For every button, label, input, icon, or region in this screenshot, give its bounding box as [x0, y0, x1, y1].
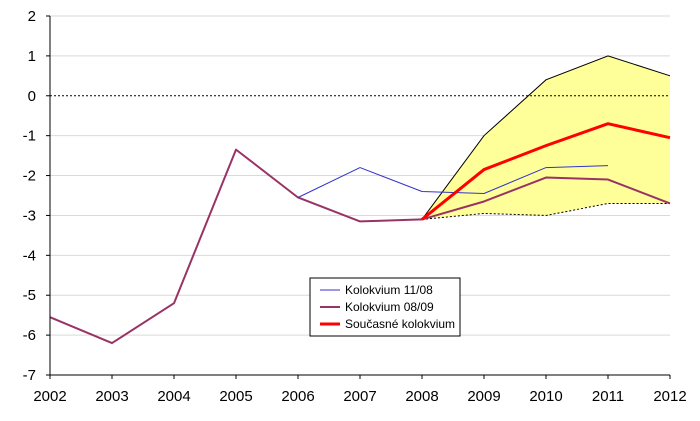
x-tick-labels: 2002 2003 2004 2005 2006 2007 2008 2009 2010 2011…	[33, 388, 686, 405]
y-tick-label: 0	[28, 88, 36, 105]
y-tick-label: -5	[23, 287, 36, 304]
x-tick-label: 2006	[281, 388, 314, 405]
y-tick-label: -3	[23, 207, 36, 224]
legend-label: Kolokvium 11/08	[345, 283, 433, 297]
legend-label: Kolokvium 08/09	[345, 300, 434, 314]
x-tick-label: 2012	[653, 388, 686, 405]
band-upper-line	[421, 55, 671, 220]
x-tick-label: 2004	[157, 388, 190, 405]
x-tick-label: 2011	[592, 388, 624, 405]
series-lines	[49, 122, 671, 345]
x-tick-label: 2009	[467, 388, 500, 405]
series-line	[421, 122, 671, 221]
y-tick-label: -7	[23, 367, 36, 384]
y-tick-label: -1	[23, 128, 36, 145]
y-tick-label: -2	[23, 168, 36, 185]
y-tick-labels: 2 1 0 -1 -2 -3 -4 -5 -6 -7	[23, 8, 36, 384]
legend: Kolokvium 11/08 Kolokvium 08/09 Současné k…	[309, 277, 461, 337]
y-tick-label: -6	[23, 327, 36, 344]
x-tick-label: 2005	[219, 388, 252, 405]
y-tick-label: 1	[28, 48, 36, 65]
band-lower-line	[421, 202, 670, 220]
axes	[46, 15, 671, 379]
y-tick-label: -4	[23, 247, 36, 264]
series-line	[49, 148, 671, 345]
series-line	[297, 165, 609, 198]
x-tick-label: 2010	[529, 388, 562, 405]
x-tick-label: 2002	[33, 388, 66, 405]
x-tick-label: 2003	[95, 388, 128, 405]
forecast-band	[421, 55, 671, 220]
legend-label: Současné kolokvium	[345, 317, 455, 331]
x-tick-label: 2008	[405, 388, 438, 405]
y-tick-label: 2	[28, 8, 36, 25]
x-tick-label: 2007	[343, 388, 376, 405]
